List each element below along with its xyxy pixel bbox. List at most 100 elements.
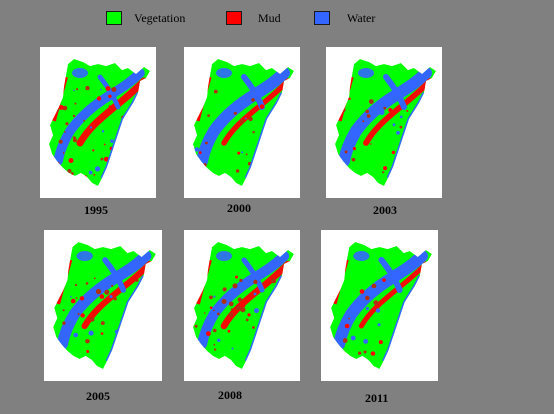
texture-spot [228, 312, 234, 317]
water-channel [53, 68, 145, 166]
texture-spot [348, 97, 351, 100]
texture-spot [85, 339, 90, 344]
texture-spot [62, 309, 65, 312]
texture-spot [135, 278, 139, 282]
year-label-1995: 1995 [84, 203, 108, 217]
texture-spot [80, 313, 85, 318]
legend-mud: Mud [226, 11, 306, 29]
texture-spot [96, 96, 102, 101]
texture-spot [58, 88, 61, 91]
year-label-2011: 2011 [365, 391, 389, 405]
texture-spot [200, 86, 205, 91]
texture-spot [342, 328, 346, 331]
water-lobe [216, 68, 232, 78]
texture-spot [58, 105, 64, 110]
texture-spot [213, 343, 216, 346]
texture-spot [112, 152, 116, 156]
texture-spot [241, 151, 244, 154]
texture-spot [362, 120, 365, 123]
texture-spot [85, 282, 89, 285]
texture-spot [100, 157, 104, 161]
texture-spot [371, 283, 377, 289]
texture-spot [344, 323, 350, 329]
texture-spot [231, 347, 234, 350]
texture-spot [74, 102, 77, 105]
map-layers [53, 242, 156, 369]
texture-spot [68, 158, 74, 163]
texture-spot [217, 312, 220, 316]
water-swatch [314, 11, 330, 25]
texture-spot [262, 282, 265, 284]
water-lobe [353, 251, 370, 261]
texture-spot [352, 147, 356, 151]
texture-spot [358, 351, 362, 355]
mud-band [81, 260, 153, 330]
texture-spot [227, 329, 231, 333]
texture-spot [63, 131, 66, 133]
texture-spot [233, 111, 237, 115]
texture-spot [388, 107, 393, 113]
texture-spot [89, 317, 95, 322]
texture-spot [70, 298, 76, 304]
water-lobe [76, 251, 93, 261]
texture-spot [373, 300, 379, 306]
texture-spot [92, 149, 95, 152]
texture-spot [65, 122, 69, 126]
texture-spot [209, 295, 213, 300]
texture-spot [126, 129, 132, 135]
texture-spot [406, 318, 410, 322]
texture-spot [119, 352, 123, 355]
year-label-2000: 2000 [227, 201, 251, 215]
texture-spot [208, 357, 211, 360]
map-layers [330, 242, 432, 369]
texture-spot [262, 355, 267, 360]
texture-spot [74, 283, 78, 287]
texture-spot [213, 295, 216, 298]
texture-spot [62, 152, 65, 154]
texture-spot [243, 305, 246, 308]
texture-spot [121, 101, 124, 104]
texture-spot [383, 166, 388, 171]
legend-label-vegetation: Vegetation [134, 11, 186, 25]
texture-spot [209, 306, 213, 309]
texture-spot [67, 169, 72, 173]
texture-spot [251, 98, 255, 102]
texture-spot [103, 143, 106, 146]
texture-spot [62, 105, 68, 111]
texture-spot [221, 299, 227, 304]
texture-spot [56, 94, 61, 98]
texture-spot [197, 165, 201, 168]
map-panel-1995 [40, 47, 156, 198]
texture-spot [217, 338, 221, 342]
texture-spot [382, 171, 385, 174]
texture-spot [70, 172, 74, 176]
texture-spot [111, 168, 115, 171]
texture-spot [335, 285, 340, 289]
texture-spot [61, 279, 66, 285]
water-channel [56, 250, 152, 350]
texture-spot [263, 134, 266, 137]
texture-spot [54, 106, 59, 112]
wetland-map-2000 [193, 59, 294, 186]
texture-spot [194, 147, 199, 152]
texture-spot [270, 123, 274, 127]
legend-label-mud: Mud [258, 11, 281, 25]
texture-spot [88, 170, 93, 175]
texture-spot [245, 153, 248, 156]
texture-spot [108, 105, 111, 107]
map-layers [49, 59, 150, 186]
texture-spot [88, 330, 94, 336]
mud-swatch [226, 11, 242, 25]
texture-spot [72, 114, 76, 118]
texture-spot [365, 295, 370, 301]
texture-spot [93, 277, 96, 280]
texture-spot [351, 157, 356, 162]
texture-spot [105, 86, 111, 91]
texture-spot [76, 88, 79, 91]
texture-spot [210, 174, 216, 179]
texture-spot [206, 331, 211, 336]
texture-spot [239, 278, 243, 282]
texture-spot [116, 143, 122, 149]
texture-spot [83, 175, 88, 179]
mud-band [221, 78, 291, 146]
